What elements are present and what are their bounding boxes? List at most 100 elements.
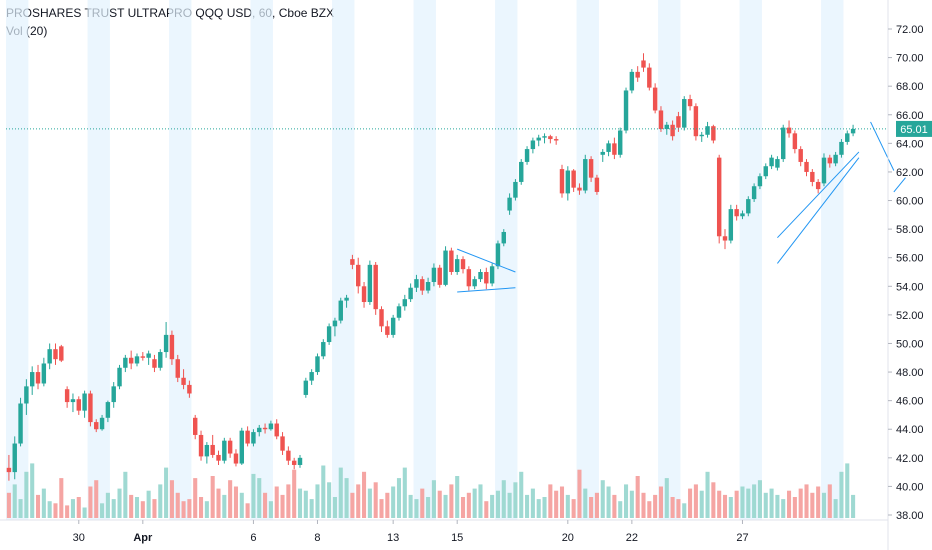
volume-bar bbox=[670, 497, 675, 518]
price-tick-label: 52.00 bbox=[896, 310, 924, 322]
candle-body bbox=[94, 422, 99, 430]
candle-body bbox=[524, 149, 530, 162]
volume-bar bbox=[600, 480, 605, 518]
candle-body bbox=[198, 434, 204, 457]
price-tick-label: 40.00 bbox=[896, 481, 924, 493]
candle-body bbox=[303, 380, 309, 395]
candle-body bbox=[274, 423, 279, 437]
volume-bar bbox=[769, 488, 774, 518]
candle-body bbox=[70, 399, 76, 403]
volume-bar bbox=[455, 476, 460, 518]
price-tick-label: 46.00 bbox=[896, 396, 924, 408]
price-tick-label: 70.00 bbox=[896, 53, 924, 65]
candle-body bbox=[338, 300, 343, 321]
candle-body bbox=[257, 427, 262, 433]
candle-body bbox=[664, 124, 669, 130]
volume-bar bbox=[94, 480, 99, 518]
candle-body bbox=[600, 151, 605, 155]
volume-bar bbox=[536, 499, 541, 518]
volume-bar bbox=[274, 486, 279, 518]
candle-body bbox=[309, 372, 314, 381]
candle-body bbox=[693, 106, 699, 137]
volume-bar bbox=[100, 503, 105, 518]
volume-bar bbox=[59, 478, 64, 518]
volume-bar bbox=[478, 484, 483, 518]
candle-body bbox=[804, 161, 809, 172]
candle-body bbox=[437, 267, 442, 285]
volume-bar bbox=[12, 484, 17, 518]
volume-bar bbox=[757, 480, 762, 518]
volume-bar bbox=[53, 503, 58, 518]
volume-bar bbox=[519, 471, 524, 518]
candle-body bbox=[216, 454, 221, 461]
candle-body bbox=[559, 169, 565, 194]
candle-body bbox=[88, 393, 93, 423]
volume-bar bbox=[187, 499, 192, 518]
volume-bar bbox=[303, 490, 308, 518]
volume-bar bbox=[350, 492, 355, 518]
candle-body bbox=[629, 71, 635, 91]
session-band bbox=[739, 0, 762, 520]
candle-body bbox=[845, 133, 850, 142]
candle-body bbox=[647, 67, 652, 88]
session-band bbox=[6, 0, 29, 520]
volume-bar bbox=[763, 492, 768, 518]
volume-bar bbox=[641, 492, 646, 518]
price-tick-label: 42.00 bbox=[896, 453, 924, 465]
volume-bar bbox=[257, 478, 262, 518]
candle-body bbox=[332, 320, 338, 327]
volume-bar bbox=[402, 467, 407, 518]
candle-body bbox=[454, 259, 460, 272]
candle-body bbox=[676, 116, 681, 128]
volume-bar bbox=[711, 482, 716, 518]
candle-body bbox=[839, 141, 844, 155]
volume-bar bbox=[810, 492, 815, 518]
volume-bar bbox=[472, 488, 477, 518]
candle-body bbox=[606, 143, 611, 152]
candle-body bbox=[466, 269, 472, 287]
candle-body bbox=[728, 209, 734, 241]
candle-body bbox=[577, 187, 582, 191]
time-axis: 30 Apr 6 8 13 15 20 22 27 bbox=[0, 519, 888, 544]
price-tick-label: 58.00 bbox=[896, 224, 924, 236]
volume-bar bbox=[35, 494, 41, 518]
candle-body bbox=[635, 71, 640, 78]
last-price-label: 65.01 bbox=[900, 124, 928, 136]
price-tick-label: 66.00 bbox=[896, 110, 924, 122]
candle-body bbox=[623, 90, 629, 131]
volume-bar bbox=[734, 490, 739, 518]
volume-bar bbox=[781, 499, 786, 518]
candle-body bbox=[821, 157, 827, 184]
candle-body bbox=[117, 367, 122, 387]
volume-bar bbox=[426, 497, 431, 518]
candle-body bbox=[472, 279, 477, 287]
candle-body bbox=[12, 443, 17, 473]
candle-body bbox=[833, 154, 838, 164]
candle-body bbox=[699, 134, 704, 137]
candle-body bbox=[99, 417, 105, 430]
candle-body bbox=[746, 199, 751, 214]
volume-bar bbox=[158, 484, 163, 518]
candle-body bbox=[553, 139, 559, 141]
volume-bar bbox=[449, 484, 454, 518]
candle-body bbox=[64, 389, 70, 403]
volume-bar bbox=[222, 494, 227, 518]
candle-body bbox=[59, 346, 64, 361]
volume-bar bbox=[76, 497, 81, 518]
candle-body bbox=[379, 309, 384, 327]
volume-bar bbox=[251, 473, 256, 518]
time-tick-label: Apr bbox=[133, 532, 153, 544]
candle-body bbox=[658, 110, 664, 130]
volume-bar bbox=[851, 494, 856, 518]
time-tick-label: 22 bbox=[626, 532, 638, 544]
candle-body bbox=[41, 363, 47, 384]
candle-body bbox=[373, 264, 378, 310]
volume-bar bbox=[460, 497, 466, 518]
candle-body bbox=[245, 430, 250, 444]
candle-body bbox=[513, 181, 518, 198]
volume-bar bbox=[775, 494, 780, 518]
time-tick-label: 13 bbox=[387, 532, 399, 544]
price-axis: 38.00 40.00 42.00 44.00 46.00 48.00 50.00 52.00… bbox=[887, 0, 924, 550]
volume-bar bbox=[612, 494, 617, 518]
